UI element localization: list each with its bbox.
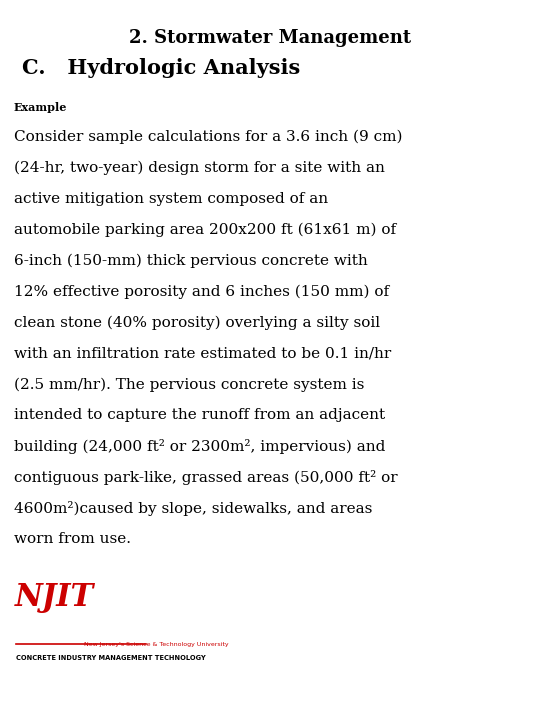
Text: building (24,000 ft² or 2300m², impervious) and: building (24,000 ft² or 2300m², impervio… xyxy=(14,439,385,454)
Text: worn from use.: worn from use. xyxy=(14,532,131,546)
Polygon shape xyxy=(453,593,500,606)
Text: Consider sample calculations for a 3.6 inch (9 cm): Consider sample calculations for a 3.6 i… xyxy=(14,130,402,144)
Text: 12% effective porosity and 6 inches (150 mm) of: 12% effective porosity and 6 inches (150… xyxy=(14,284,389,299)
Text: 4600m²)caused by slope, sidewalks, and areas: 4600m²)caused by slope, sidewalks, and a… xyxy=(14,501,372,516)
Text: active mitigation system composed of an: active mitigation system composed of an xyxy=(14,192,328,205)
Text: (2.5 mm/hr). The pervious concrete system is: (2.5 mm/hr). The pervious concrete syste… xyxy=(14,377,364,392)
Text: intended to capture the runoff from an adjacent: intended to capture the runoff from an a… xyxy=(14,408,384,422)
Text: clean stone (40% porosity) overlying a silty soil: clean stone (40% porosity) overlying a s… xyxy=(14,315,380,330)
Text: CONCRETE INDUSTRY
MANAGEMENT: CONCRETE INDUSTRY MANAGEMENT xyxy=(450,644,503,654)
Text: (24-hr, two-year) design storm for a site with an: (24-hr, two-year) design storm for a sit… xyxy=(14,161,384,175)
Text: C.   Hydrologic Analysis: C. Hydrologic Analysis xyxy=(22,58,300,78)
Text: contiguous park-like, grassed areas (50,000 ft² or: contiguous park-like, grassed areas (50,… xyxy=(14,470,397,485)
Text: automobile parking area 200x200 ft (61x61 m) of: automobile parking area 200x200 ft (61x6… xyxy=(14,222,396,237)
Text: NJIT: NJIT xyxy=(15,582,93,613)
Text: Example: Example xyxy=(14,102,67,113)
Text: 2. Stormwater Management: 2. Stormwater Management xyxy=(129,29,411,47)
Text: New Jersey's Science & Technology University: New Jersey's Science & Technology Univer… xyxy=(84,642,228,647)
Text: CONCRETE INDUSTRY MANAGEMENT TECHNOLOGY: CONCRETE INDUSTRY MANAGEMENT TECHNOLOGY xyxy=(16,655,206,661)
Text: cim: cim xyxy=(461,629,492,643)
Text: with an infiltration rate estimated to be 0.1 in/hr: with an infiltration rate estimated to b… xyxy=(14,346,391,360)
Text: 6-inch (150-mm) thick pervious concrete with: 6-inch (150-mm) thick pervious concrete … xyxy=(14,253,367,268)
